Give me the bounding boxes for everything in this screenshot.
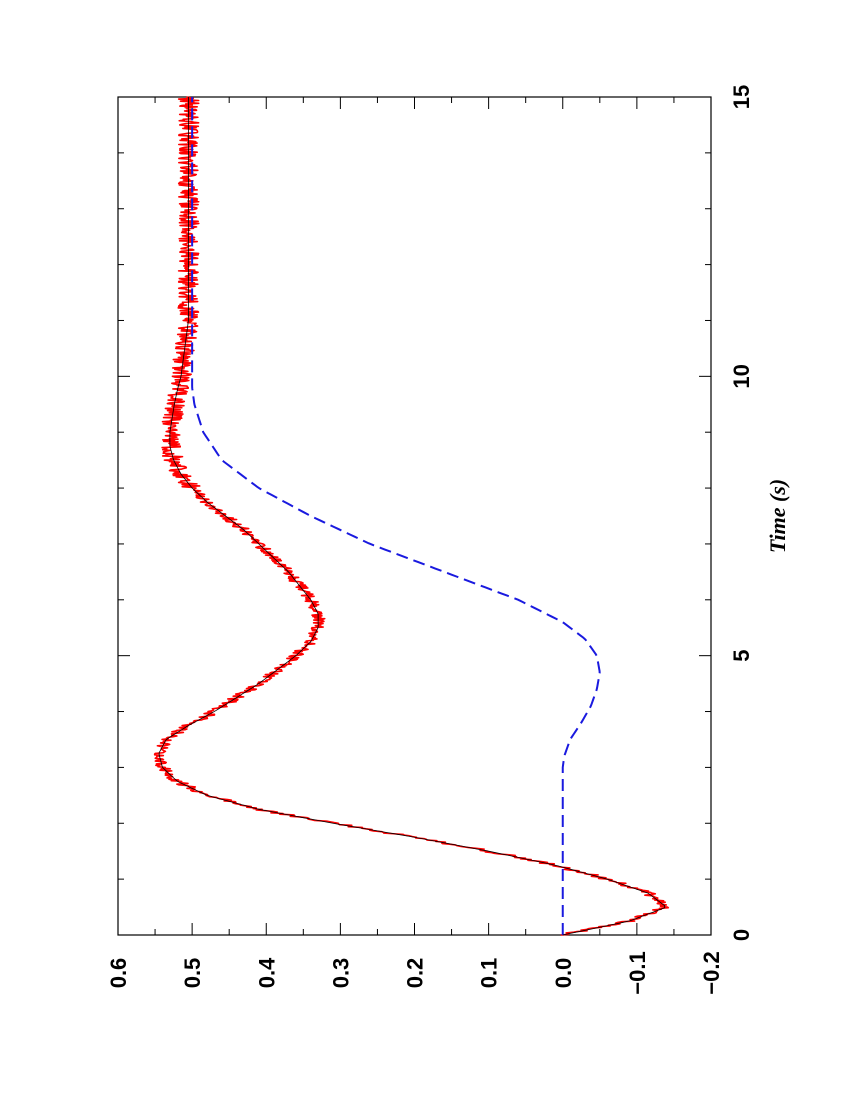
y-tick-label: 0.6 (106, 958, 131, 989)
plot-frame (117, 96, 712, 936)
y-tick-label: 0.4 (254, 957, 279, 988)
y-tick-label: 0.3 (328, 958, 353, 989)
y-tick-label: −0.2 (699, 951, 724, 994)
y-tick-label: 0.5 (180, 958, 205, 989)
x-tick-label: 10 (729, 364, 754, 388)
y-tick-label: −0.1 (625, 951, 650, 994)
x-tick-label: 5 (729, 650, 754, 662)
series-layer (153, 96, 670, 936)
x-tick-label: 15 (729, 85, 754, 109)
x-axis-title: Time (s) (765, 479, 790, 553)
y-tick-label: 0.1 (477, 958, 502, 989)
series-line-0 (153, 96, 670, 936)
series-line-2 (158, 97, 666, 936)
x-axis-ticks: 0 5 10 15 (118, 85, 754, 941)
series-line-1 (191, 97, 601, 935)
y-tick-label: 0.2 (403, 958, 428, 989)
x-tick-label: 0 (729, 929, 754, 941)
y-axis-ticks: −0.2 −0.1 0.0 0.1 0.2 0.3 0.4 0.5 0.6 (106, 97, 724, 995)
y-tick-label: 0.0 (551, 958, 576, 989)
